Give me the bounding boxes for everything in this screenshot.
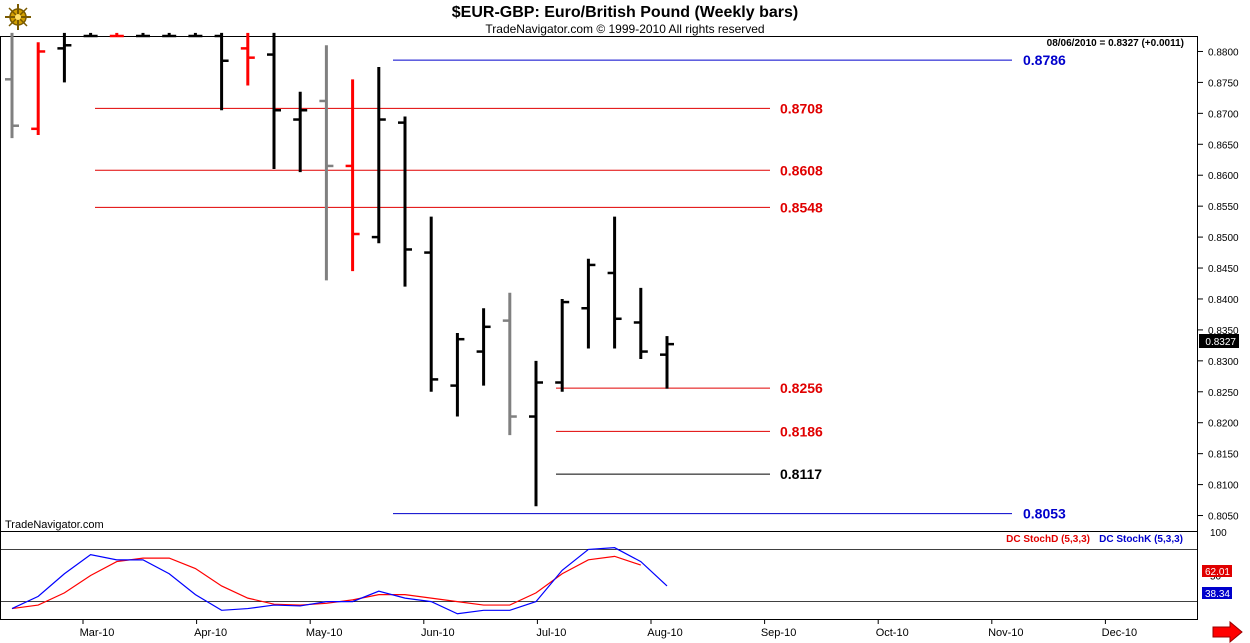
price-tick-label: 0.8050 [1208,512,1239,523]
ohlc-bar [398,116,412,287]
ohlc-bar [450,333,465,417]
price-tick-label: 0.8700 [1208,109,1239,120]
last-quote-label: 08/06/2010 = 0.8327 (+0.0011) [1047,38,1184,49]
stoch-d-last-tag [1202,565,1232,577]
time-tick-label: Oct-10 [876,627,909,639]
price-tick-label: 0.8350 [1208,326,1239,337]
last-price-tag [1199,334,1239,348]
ohlc-bar [5,32,19,139]
ohlc-bar [214,32,229,111]
level-label-0.8186: 0.8186 [780,423,823,439]
ohlc-bar [162,32,177,38]
time-tick-label: Sep-10 [761,627,796,639]
ohlc-bar [555,298,570,392]
price-tick-label: 0.8400 [1208,295,1239,306]
stoch-k-legend: DC StochK (5,3,3) [1099,534,1183,545]
watermark: TradeNavigator.com [5,519,104,531]
price-bars [5,32,674,507]
time-tick-label: Apr-10 [194,627,227,639]
price-tick-label: 0.8750 [1208,78,1239,89]
level-label-0.8256: 0.8256 [780,380,823,396]
time-tick-label: Jul-10 [536,627,566,639]
chart-title: $EUR-GBP: Euro/British Pound (Weekly bar… [452,4,798,21]
price-tick-label: 0.8100 [1208,481,1239,492]
ohlc-bar [345,79,360,272]
ohlc-bar [424,216,439,392]
ohlc-bar [188,32,203,38]
oscillator-series-line [11,555,641,610]
last-price-tag-text: 0.8327 [1205,337,1236,348]
time-tick-label: Nov-10 [988,627,1023,639]
ohlc-bar [83,32,98,38]
stoch-d-last-value: 62.01 [1205,567,1230,578]
price-tick-label: 0.8450 [1208,264,1239,275]
chart-subtitle: TradeNavigator.com © 1999-2010 All right… [485,22,764,36]
ohlc-bar [57,32,72,83]
level-label-0.8548: 0.8548 [780,199,823,215]
stoch-d-legend: DC StochD (5,3,3) [1006,534,1090,545]
level-label-0.8608: 0.8608 [780,162,823,178]
ohlc-bar [502,292,517,436]
level-label-0.8053: 0.8053 [1023,506,1066,522]
ohlc-bar [267,32,281,170]
ohlc-bar [581,258,596,349]
price-tick-label: 0.8150 [1208,450,1239,461]
price-tick-label: 0.8650 [1208,140,1239,151]
ohlc-bar [240,32,255,86]
time-tick-label: May-10 [306,627,343,639]
time-tick-label: Dec-10 [1102,627,1137,639]
time-tick-label: Aug-10 [647,627,682,639]
ohlc-bar [293,91,308,173]
ohlc-bar [371,66,386,244]
stoch-k-last-tag [1202,587,1232,599]
ohlc-bar [31,42,46,135]
price-axis: 0.8800 0.8750 0.8700 0.8650 0.8600 0.8550 0.85… [1197,47,1239,523]
oscillator-tick-label: 100 [1210,528,1227,539]
price-tick-label: 0.8250 [1208,388,1239,399]
price-tick-label: 0.8300 [1208,357,1239,368]
oscillator-series-line [11,547,668,615]
level-label-0.8117: 0.8117 [780,466,822,482]
level-lines: 0.8786 0.8708 0.8608 0.8548 0.8256 0.8186 0.81… [95,52,1066,522]
price-tick-label: 0.8200 [1208,419,1239,430]
price-panel-frame [0,36,1198,532]
price-tick-label: 0.8500 [1208,233,1239,244]
level-label-0.8708: 0.8708 [780,100,823,116]
stoch-k-last-value: 38.34 [1205,589,1230,600]
oscillator-lines: 10050 [1,528,1227,615]
time-tick-label: Jun-10 [421,627,455,639]
time-axis: Mar-10 Apr-10 May-10 Jun-10 Jul-10 Aug-10 Sep-… [80,619,1137,639]
ohlc-bar [319,45,334,281]
scroll-right-arrow-icon[interactable] [1212,620,1243,643]
ohlc-bar [607,216,622,349]
ohlc-bar [109,32,124,38]
price-tick-label: 0.8600 [1208,171,1239,182]
level-label-0.8786: 0.8786 [1023,52,1066,68]
tradenavigator-logo-icon [5,4,31,30]
ohlc-bar [136,32,150,38]
price-tick-label: 0.8550 [1208,202,1239,213]
ohlc-bar [633,287,648,359]
time-tick-label: Mar-10 [80,627,115,639]
ohlc-bar [660,336,674,389]
ohlc-bar [529,360,543,507]
ohlc-bar [476,308,491,386]
price-tick-label: 0.8800 [1208,47,1239,58]
